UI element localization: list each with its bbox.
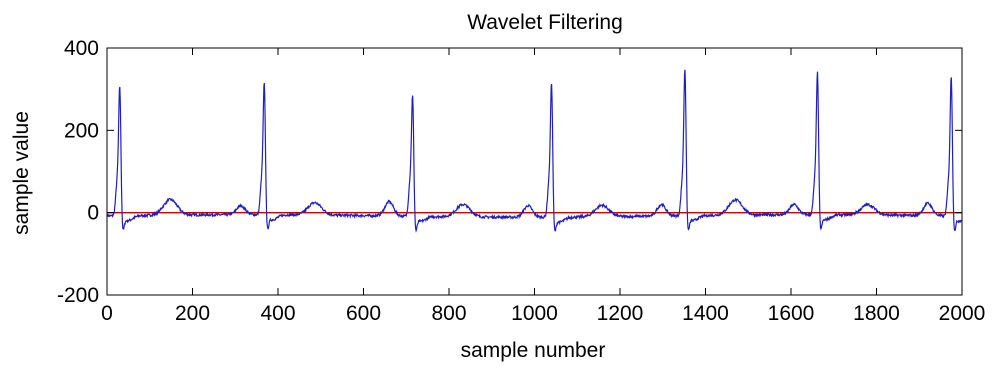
x-axis: 0 200 400 600 800 1000 1200 1400 1600 1800 2000	[101, 48, 985, 325]
x-tick-label: 200	[175, 302, 210, 325]
x-tick-label: 1200	[597, 302, 644, 325]
signal-line	[106, 69, 963, 233]
x-tick-label: 800	[431, 302, 466, 325]
y-tick-label: 200	[64, 119, 99, 142]
x-tick-label: 1600	[768, 302, 815, 325]
y-axis: -200 0 200 400	[57, 37, 962, 307]
x-tick-label: 1800	[853, 302, 900, 325]
x-tick-label: 0	[101, 302, 113, 325]
plot-area	[106, 47, 963, 296]
chart-title: Wavelet Filtering	[467, 11, 623, 34]
axes-frame	[106, 47, 963, 296]
x-tick-label: 2000	[939, 302, 986, 325]
x-tick-label: 1400	[682, 302, 729, 325]
y-tick-label: 0	[87, 202, 99, 225]
y-tick-label: -200	[57, 284, 99, 307]
y-axis-label: sample value	[10, 111, 33, 235]
x-tick-label: 600	[346, 302, 381, 325]
x-tick-label: 1000	[511, 302, 558, 325]
x-axis-label: sample number	[461, 339, 606, 362]
y-tick-label: 400	[64, 37, 99, 60]
x-tick-label: 400	[260, 302, 295, 325]
